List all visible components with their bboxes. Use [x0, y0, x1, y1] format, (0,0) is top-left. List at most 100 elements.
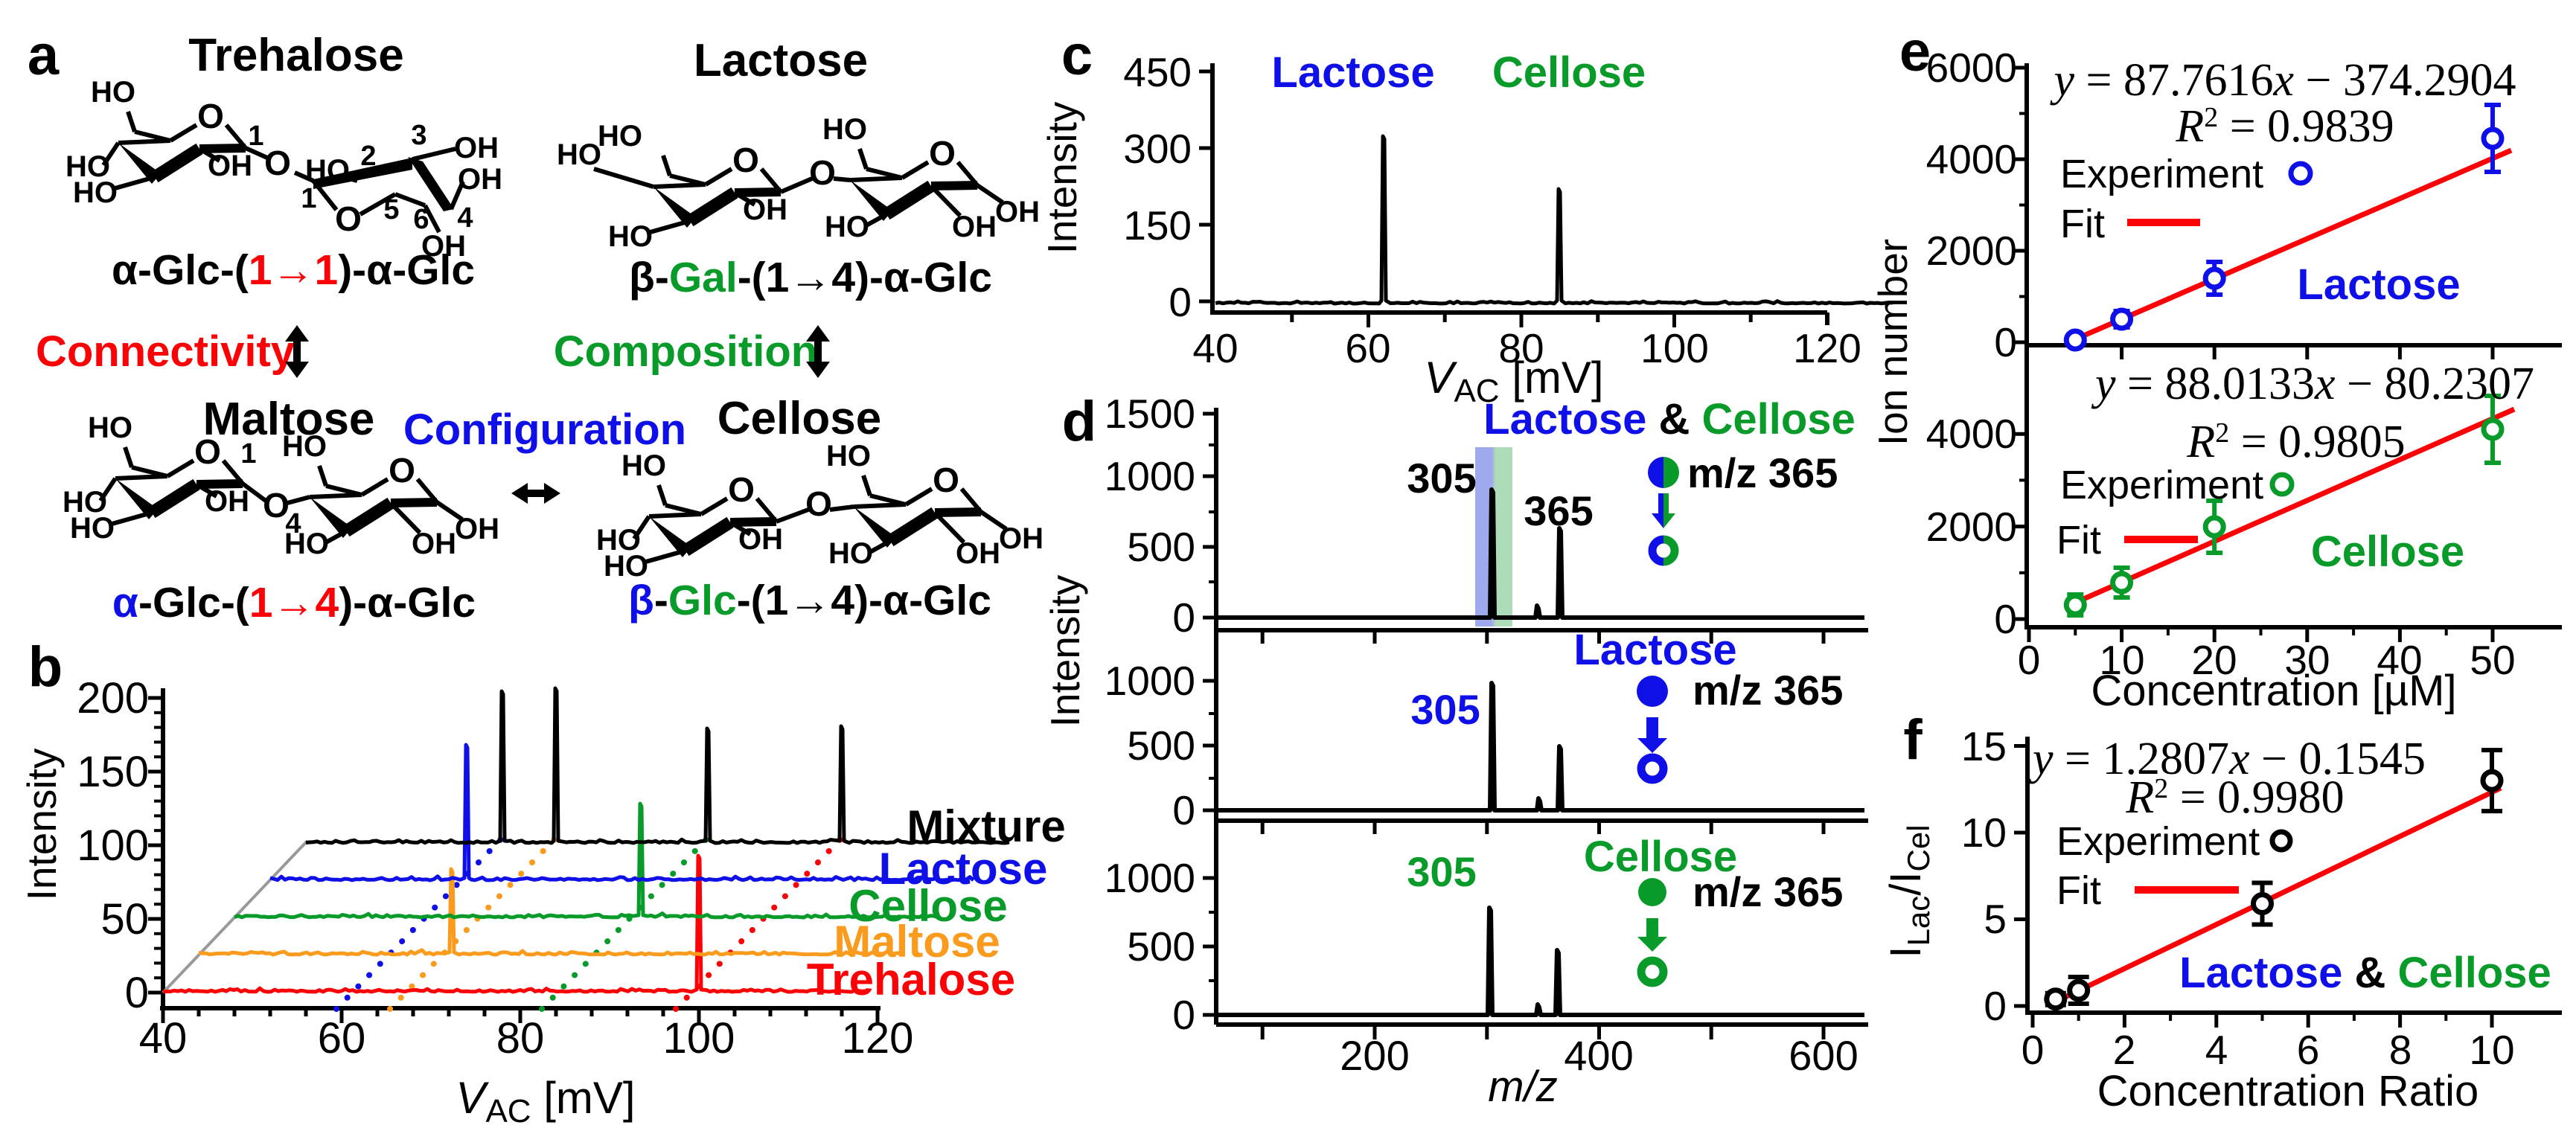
svg-text:100: 100 [663, 1014, 735, 1063]
svg-text:305: 305 [1410, 686, 1480, 733]
svg-text:OH: OH [421, 230, 466, 263]
svg-text:150: 150 [77, 748, 149, 796]
svg-text:0: 0 [125, 969, 149, 1017]
svg-text:60: 60 [318, 1014, 366, 1063]
svg-text:Connectivity: Connectivity [36, 327, 295, 376]
svg-text:Concentration Ratio: Concentration Ratio [2097, 1067, 2479, 1115]
svg-text:500: 500 [1127, 923, 1195, 970]
svg-text:0: 0 [2022, 1027, 2045, 1073]
svg-text:HO: HO [598, 120, 642, 153]
svg-text:O: O [732, 141, 759, 179]
svg-text:600: 600 [1789, 1032, 1858, 1079]
svg-text:365: 365 [1524, 487, 1593, 534]
svg-text:200: 200 [1340, 1032, 1409, 1079]
svg-text:Lactose & Cellose: Lactose & Cellose [1483, 395, 1856, 443]
svg-text:80: 80 [496, 1014, 545, 1063]
svg-text:500: 500 [1127, 524, 1195, 570]
svg-text:HO: HO [604, 550, 648, 583]
svg-text:Maltose: Maltose [834, 917, 1000, 967]
svg-text:50: 50 [2470, 637, 2515, 683]
svg-text:α-Glc-(1→4)-α-Glc: α-Glc-(1→4)-α-Glc [112, 579, 476, 627]
svg-text:2000: 2000 [1926, 228, 2017, 274]
svg-text:2000: 2000 [1926, 504, 2017, 550]
svg-text:400: 400 [1564, 1032, 1633, 1079]
svg-text:O: O [805, 484, 832, 523]
svg-text:O: O [809, 153, 836, 192]
svg-text:Ion number: Ion number [1870, 239, 1916, 446]
svg-text:d: d [1062, 390, 1096, 453]
svg-text:450: 450 [1123, 49, 1192, 95]
svg-text:HO: HO [305, 154, 350, 187]
svg-text:y = 88.0133x − 80.2307: y = 88.0133x − 80.2307 [2091, 359, 2534, 409]
svg-text:Lactose: Lactose [1271, 48, 1434, 97]
svg-text:Composition: Composition [554, 327, 817, 376]
svg-text:β-Glc-(1→4)-α-Glc: β-Glc-(1→4)-α-Glc [628, 577, 991, 624]
svg-text:1000: 1000 [1105, 453, 1195, 499]
svg-text:40: 40 [1192, 325, 1238, 371]
svg-text:4: 4 [2205, 1027, 2228, 1073]
svg-text:20: 20 [2191, 637, 2237, 683]
svg-text:f: f [1903, 708, 1923, 772]
svg-text:80: 80 [1498, 325, 1544, 371]
svg-text:HO: HO [608, 220, 653, 253]
svg-text:OH: OH [738, 523, 783, 556]
svg-text:e: e [1899, 20, 1931, 83]
svg-text:R2 = 0.9839: R2 = 0.9839 [2175, 101, 2394, 152]
svg-text:Lactose: Lactose [2297, 260, 2460, 309]
svg-text:8: 8 [2389, 1027, 2412, 1073]
svg-text:α-Glc-(1→1)-α-Glc: α-Glc-(1→1)-α-Glc [112, 246, 475, 294]
svg-text:0: 0 [1994, 319, 2017, 365]
svg-text:Trehalose: Trehalose [188, 30, 403, 81]
svg-text:Cellose: Cellose [1492, 48, 1646, 97]
svg-text:Experiment: Experiment [2056, 819, 2260, 864]
svg-text:120: 120 [1793, 325, 1861, 371]
svg-text:β-Gal-(1→4)-α-Glc: β-Gal-(1→4)-α-Glc [629, 254, 992, 301]
svg-text:m/z 365: m/z 365 [1687, 449, 1838, 496]
svg-text:O: O [389, 451, 415, 490]
svg-text:HO: HO [88, 411, 132, 444]
svg-text:O: O [194, 432, 221, 471]
svg-text:1: 1 [248, 121, 263, 152]
svg-text:1000: 1000 [1105, 658, 1195, 704]
svg-text:6: 6 [413, 204, 429, 235]
svg-text:Maltose: Maltose [203, 394, 375, 445]
svg-text:HO: HO [63, 486, 107, 519]
svg-text:Lactose: Lactose [1573, 626, 1736, 674]
svg-text:R2 = 0.9805: R2 = 0.9805 [2186, 417, 2405, 467]
svg-text:HO: HO [596, 524, 641, 557]
svg-text:0: 0 [1994, 596, 2017, 642]
svg-text:HO: HO [557, 138, 601, 171]
svg-text:1: 1 [240, 438, 256, 470]
svg-text:60: 60 [1345, 325, 1390, 371]
svg-text:OH: OH [454, 132, 499, 164]
svg-text:2: 2 [360, 141, 376, 172]
svg-text:y = 1.2807x − 0.1545: y = 1.2807x − 0.1545 [2028, 734, 2426, 784]
svg-text:4: 4 [457, 202, 473, 234]
svg-text:HO: HO [282, 430, 327, 463]
svg-text:15: 15 [1961, 723, 2007, 769]
svg-text:O: O [728, 470, 755, 509]
svg-text:150: 150 [1123, 202, 1192, 249]
svg-text:Lactose: Lactose [879, 844, 1048, 894]
svg-text:OH: OH [458, 163, 502, 196]
svg-text:Concentration [µM]: Concentration [µM] [2091, 667, 2456, 715]
svg-text:0: 0 [1984, 983, 2007, 1029]
svg-text:Cellose: Cellose [1584, 833, 1737, 881]
svg-text:10: 10 [2469, 1027, 2514, 1073]
svg-text:Cellose: Cellose [2311, 528, 2464, 576]
svg-text:0: 0 [1169, 279, 1192, 325]
svg-text:m/z 365: m/z 365 [1693, 667, 1843, 714]
svg-text:4: 4 [285, 508, 301, 539]
svg-text:O: O [929, 134, 956, 173]
svg-text:HO: HO [621, 449, 666, 482]
svg-text:VAC [mV]: VAC [mV] [1424, 353, 1603, 409]
svg-text:1500: 1500 [1105, 391, 1195, 437]
svg-text:HO: HO [828, 537, 873, 570]
svg-text:c: c [1061, 24, 1093, 87]
svg-text:Experiment: Experiment [2060, 463, 2263, 507]
svg-text:b: b [28, 635, 63, 699]
svg-text:Mixture: Mixture [907, 801, 1065, 851]
svg-text:OH: OH [205, 485, 249, 518]
svg-text:0: 0 [2018, 637, 2041, 683]
svg-text:5: 5 [383, 194, 399, 225]
